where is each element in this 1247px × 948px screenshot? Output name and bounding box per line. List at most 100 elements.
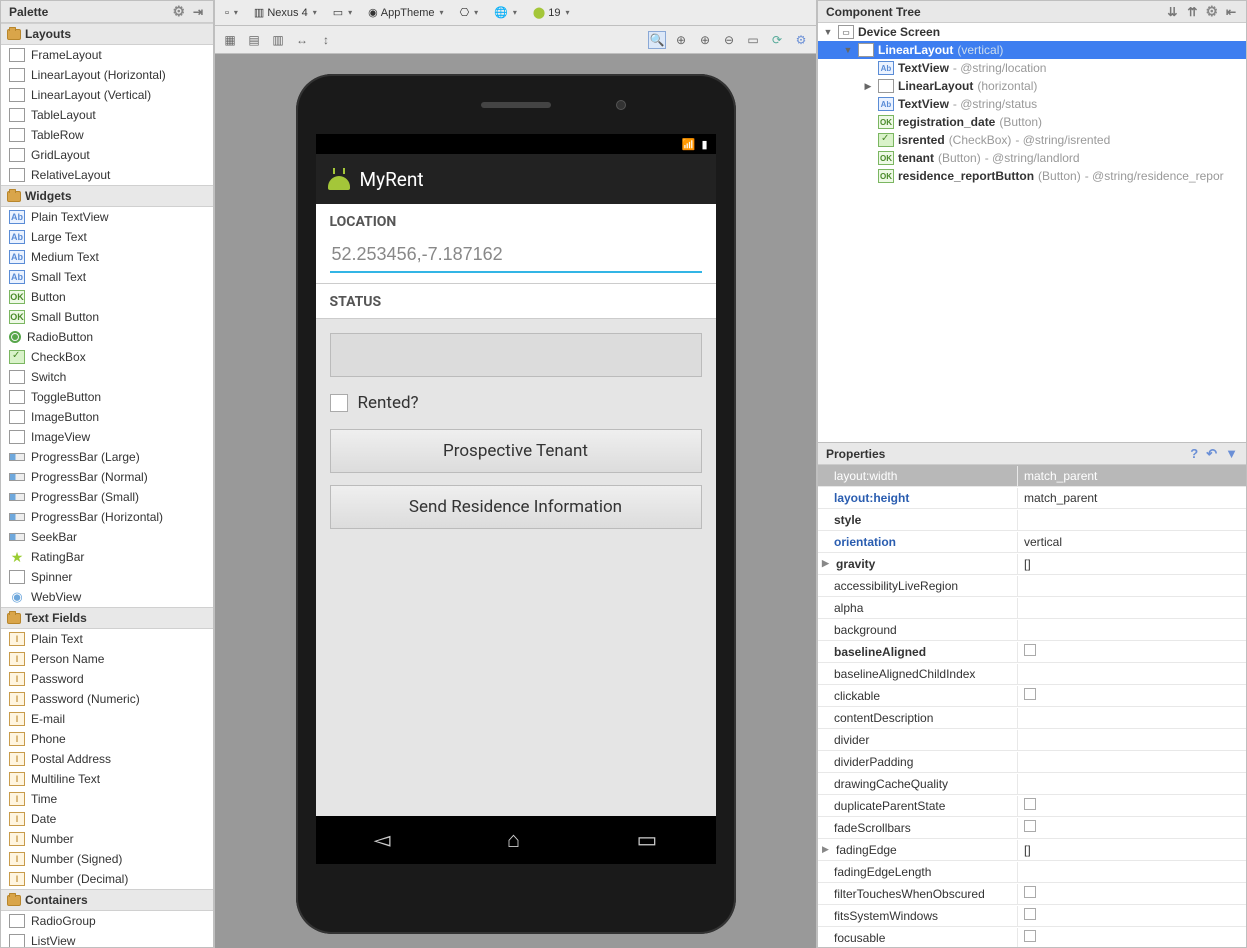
palette-item[interactable]: ProgressBar (Normal) <box>1 467 213 487</box>
palette-collapse-icon[interactable]: ⇥ <box>191 5 205 19</box>
property-value[interactable] <box>1018 685 1246 706</box>
palette-item[interactable]: INumber <box>1 829 213 849</box>
zoom-reset-icon[interactable]: ▭ <box>744 31 762 49</box>
palette-item[interactable]: TableRow <box>1 125 213 145</box>
help-icon[interactable]: ? <box>1190 446 1198 462</box>
palette-item[interactable]: RadioButton <box>1 327 213 347</box>
expand-icon[interactable]: ▶ <box>822 558 832 569</box>
zoom-actual-icon[interactable]: ⊕ <box>672 31 690 49</box>
property-row[interactable]: drawingCacheQuality <box>818 773 1246 795</box>
property-value[interactable] <box>1018 883 1246 904</box>
palette-item[interactable]: RelativeLayout <box>1 165 213 185</box>
tree-row[interactable]: ▶LinearLayout (horizontal) <box>818 77 1246 95</box>
palette-item[interactable]: IE-mail <box>1 709 213 729</box>
palette-item[interactable]: IPhone <box>1 729 213 749</box>
palette-section-layouts[interactable]: Layouts <box>1 23 213 45</box>
location-input[interactable] <box>330 238 702 273</box>
config-dropdown[interactable]: ▫ <box>221 5 242 21</box>
expand-v-icon[interactable]: ↕ <box>317 31 335 49</box>
tree-expand-icon[interactable]: ⇊ <box>1165 5 1179 19</box>
zoom-out-icon[interactable]: ⊖ <box>720 31 738 49</box>
property-value[interactable]: match_parent <box>1018 466 1246 486</box>
property-row[interactable]: layout:heightmatch_parent <box>818 487 1246 509</box>
property-value[interactable] <box>1018 869 1246 875</box>
palette-item[interactable]: FrameLayout <box>1 45 213 65</box>
recent-icon[interactable]: ▭ <box>637 828 658 853</box>
tree-row[interactable]: isrented (CheckBox) - @string/isrented <box>818 131 1246 149</box>
tree-row[interactable]: ▼LinearLayout (vertical) <box>818 41 1246 59</box>
tree-row[interactable]: OKtenant (Button) - @string/landlord <box>818 149 1246 167</box>
palette-item[interactable]: SeekBar <box>1 527 213 547</box>
property-value[interactable] <box>1018 517 1246 523</box>
palette-item[interactable]: AbPlain TextView <box>1 207 213 227</box>
grid-icon[interactable]: ▤ <box>245 31 263 49</box>
palette-item[interactable]: AbMedium Text <box>1 247 213 267</box>
property-value[interactable]: match_parent <box>1018 488 1246 508</box>
palette-item[interactable]: CheckBox <box>1 347 213 367</box>
palette-item[interactable]: ImageView <box>1 427 213 447</box>
viewport-icon[interactable]: ▦ <box>221 31 239 49</box>
checkbox-icon[interactable] <box>1024 798 1036 810</box>
property-row[interactable]: baselineAligned <box>818 641 1246 663</box>
tree-hide-icon[interactable]: ⇤ <box>1224 5 1238 19</box>
palette-item[interactable]: ToggleButton <box>1 387 213 407</box>
property-value[interactable] <box>1018 737 1246 743</box>
property-row[interactable]: style <box>818 509 1246 531</box>
palette-item[interactable]: INumber (Decimal) <box>1 869 213 889</box>
palette-item[interactable]: OKSmall Button <box>1 307 213 327</box>
tree-arrow-icon[interactable]: ▶ <box>862 81 874 92</box>
palette-item[interactable]: ProgressBar (Small) <box>1 487 213 507</box>
palette-item[interactable]: ITime <box>1 789 213 809</box>
tree-row[interactable]: AbTextView - @string/location <box>818 59 1246 77</box>
checkbox-icon[interactable] <box>1024 820 1036 832</box>
palette-item[interactable]: Switch <box>1 367 213 387</box>
palette-item[interactable]: LinearLayout (Horizontal) <box>1 65 213 85</box>
checkbox-icon[interactable] <box>1024 908 1036 920</box>
palette-item[interactable]: ◉WebView <box>1 587 213 607</box>
palette-item[interactable]: IMultiline Text <box>1 769 213 789</box>
filter-icon[interactable]: ▼ <box>1225 446 1238 462</box>
api-dropdown[interactable]: ⬤ 19 <box>529 4 574 21</box>
device-dropdown[interactable]: ▥ Nexus 4 <box>250 4 321 21</box>
zoom-fit-icon[interactable]: 🔍 <box>648 31 666 49</box>
checkbox-icon[interactable] <box>1024 688 1036 700</box>
tree-row[interactable]: OKresidence_reportButton (Button) - @str… <box>818 167 1246 185</box>
tree-gear-icon[interactable]: ⚙ <box>1205 3 1218 20</box>
property-value[interactable]: [] <box>1018 554 1246 574</box>
property-row[interactable]: filterTouchesWhenObscured <box>818 883 1246 905</box>
design-canvas[interactable]: 📶 ▮ MyRent LOCATION STATUS <box>215 54 816 948</box>
expand-h-icon[interactable]: ↔ <box>293 31 311 49</box>
palette-item[interactable]: IPassword <box>1 669 213 689</box>
blueprint-icon[interactable]: ▥ <box>269 31 287 49</box>
property-value[interactable] <box>1018 583 1246 589</box>
property-row[interactable]: orientationvertical <box>818 531 1246 553</box>
activity-dropdown[interactable]: ⎔ <box>456 4 483 21</box>
palette-item[interactable]: Spinner <box>1 567 213 587</box>
palette-item[interactable]: GridLayout <box>1 145 213 165</box>
palette-item[interactable]: IPerson Name <box>1 649 213 669</box>
property-row[interactable]: contentDescription <box>818 707 1246 729</box>
palette-item[interactable]: IPostal Address <box>1 749 213 769</box>
registration-date-button[interactable] <box>330 333 702 377</box>
checkbox-icon[interactable] <box>1024 930 1036 942</box>
tree-row[interactable]: AbTextView - @string/status <box>818 95 1246 113</box>
palette-item[interactable]: OKButton <box>1 287 213 307</box>
palette-item[interactable]: ★RatingBar <box>1 547 213 567</box>
palette-item[interactable]: ProgressBar (Large) <box>1 447 213 467</box>
tenant-button[interactable]: Prospective Tenant <box>330 429 702 473</box>
expand-icon[interactable]: ▶ <box>822 844 832 855</box>
property-row[interactable]: alpha <box>818 597 1246 619</box>
property-value[interactable] <box>1018 817 1246 838</box>
locale-dropdown[interactable]: 🌐 <box>490 4 521 21</box>
back-icon[interactable]: ◅ <box>374 828 391 853</box>
property-row[interactable]: accessibilityLiveRegion <box>818 575 1246 597</box>
tree-collapse-icon[interactable]: ⇈ <box>1185 5 1199 19</box>
palette-gear-icon[interactable]: ⚙ <box>172 3 185 20</box>
palette-item[interactable]: AbSmall Text <box>1 267 213 287</box>
property-value[interactable] <box>1018 795 1246 816</box>
palette-item[interactable]: ListView <box>1 931 213 948</box>
palette-item[interactable]: ImageButton <box>1 407 213 427</box>
palette-section-widgets[interactable]: Widgets <box>1 185 213 207</box>
tree-arrow-icon[interactable]: ▼ <box>842 45 854 55</box>
palette-item[interactable]: IDate <box>1 809 213 829</box>
